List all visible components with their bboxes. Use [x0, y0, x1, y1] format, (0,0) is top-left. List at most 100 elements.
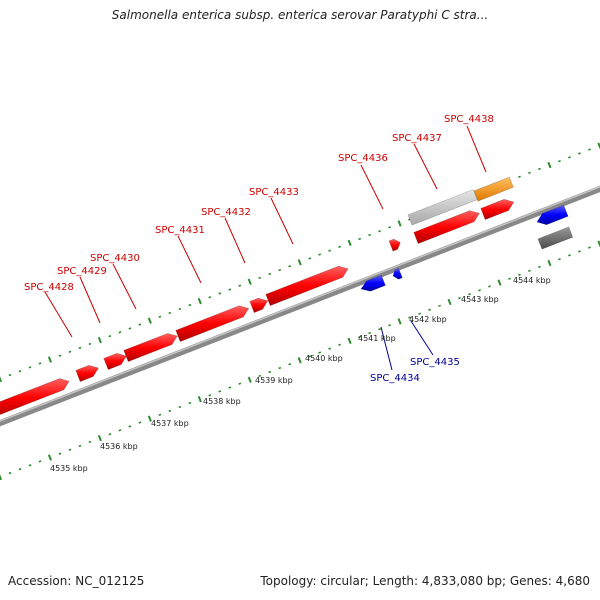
feature-box-spc-4438[interactable]: [473, 176, 514, 202]
gene-arrow-spc-4436[interactable]: [413, 210, 480, 244]
inner-minor-tick: [518, 273, 521, 276]
gene-label-spc-4432[interactable]: SPC_4432: [201, 207, 251, 218]
inner-minor-tick: [268, 370, 272, 374]
scale-label: 4542 kbp: [409, 315, 447, 324]
genome-summary-text: Topology: circular; Length: 4,833,080 bp…: [260, 574, 590, 588]
gene-arrow-spc-4429[interactable]: [75, 364, 99, 382]
inner-minor-tick: [208, 394, 212, 397]
inner-minor-tick: [38, 460, 42, 463]
scale-label: 4537 kbp: [151, 419, 189, 428]
inner-minor-tick: [278, 366, 282, 370]
scale-label: 4543 kbp: [461, 295, 499, 304]
inner-minor-tick: [8, 471, 12, 475]
outer-minor-tick: [518, 175, 521, 178]
gene-arrow-spc-4431[interactable]: [175, 305, 250, 342]
outer-minor-tick: [587, 148, 591, 151]
inner-minor-tick: [228, 386, 232, 389]
inner-minor-tick: [158, 413, 162, 416]
inner-minor-tick: [328, 347, 332, 350]
outer-minor-tick: [78, 346, 82, 350]
scale-label: 4535 kbp: [50, 464, 88, 473]
outer-minor-tick: [68, 350, 72, 353]
inner-minor-tick: [308, 355, 312, 358]
gene-arrow-spc-4432[interactable]: [249, 297, 269, 313]
gene-arrow-spc-4435[interactable]: [392, 268, 403, 280]
inner-minor-tick: [378, 328, 382, 331]
label-leader-line: [270, 197, 294, 245]
inner-minor-tick: [358, 335, 362, 339]
inner-minor-tick: [478, 289, 481, 292]
inner-minor-tick: [468, 293, 471, 296]
gene-arrow-right-blue[interactable]: [536, 204, 569, 226]
feature-box-dark-gray[interactable]: [537, 226, 574, 250]
outer-minor-tick: [128, 327, 132, 330]
inner-minor-tick: [288, 363, 292, 366]
outer-minor-tick: [578, 152, 581, 155]
gene-label-spc-4434[interactable]: SPC_4434: [370, 373, 420, 384]
gene-label-spc-4435[interactable]: SPC_4435: [410, 357, 460, 368]
gene-arrow-spc-4430[interactable]: [103, 352, 127, 370]
outer-minor-tick: [368, 233, 372, 237]
scale-label: 4538 kbp: [203, 397, 241, 406]
label-leader-line: [44, 291, 73, 338]
outer-minor-tick: [358, 237, 362, 241]
gene-arrow-spc-4428[interactable]: [0, 378, 70, 418]
gene-label-spc-4438[interactable]: SPC_4438: [444, 114, 494, 125]
gene-label-spc-4433[interactable]: SPC_4433: [249, 187, 299, 198]
inner-minor-tick: [28, 464, 32, 467]
inner-minor-tick: [68, 448, 72, 451]
gene-label-spc-4430[interactable]: SPC_4430: [90, 253, 140, 264]
outer-minor-tick: [88, 342, 92, 346]
outer-minor-tick: [568, 156, 571, 159]
gene-arrow-spc-4433[interactable]: [265, 265, 349, 306]
scale-label: 4536 kbp: [100, 442, 138, 451]
inner-minor-tick: [238, 382, 242, 385]
inner-major-tick: [397, 318, 402, 325]
outer-minor-tick: [408, 218, 411, 221]
inner-minor-tick: [258, 374, 262, 378]
gene-label-spc-4428[interactable]: SPC_4428: [24, 282, 74, 293]
outer-minor-tick: [258, 276, 262, 280]
outer-minor-tick: [28, 366, 32, 369]
inner-minor-tick: [368, 331, 372, 335]
inner-minor-tick: [458, 296, 461, 300]
inner-minor-tick: [118, 429, 122, 432]
inner-minor-tick: [508, 277, 511, 280]
outer-major-tick: [97, 336, 102, 344]
outer-minor-tick: [8, 373, 12, 377]
outer-minor-tick: [378, 230, 382, 233]
outer-minor-tick: [208, 296, 212, 299]
inner-minor-tick: [108, 433, 112, 436]
scale-label-group: 4535 kbp 4536 kbp 4537 kbp 4538 kbp 4539…: [50, 276, 551, 473]
gene-arrow-spc-4437b[interactable]: [480, 198, 515, 220]
gene-label-spc-4437[interactable]: SPC_4437: [392, 133, 442, 144]
gene-label-spc-4429[interactable]: SPC_4429: [57, 266, 107, 277]
outer-minor-tick: [228, 288, 232, 291]
outer-minor-tick: [528, 171, 531, 175]
scale-label: 4540 kbp: [305, 354, 343, 363]
outer-major-tick: [47, 356, 52, 363]
outer-major-tick: [547, 161, 552, 169]
feature-track: [0, 176, 574, 418]
inner-major-tick: [547, 259, 552, 267]
gene-arrow-spc-4436-small[interactable]: [388, 238, 401, 252]
gene-label-spc-4431[interactable]: SPC_4431: [155, 225, 205, 236]
outer-minor-tick: [278, 268, 282, 272]
scale-label: 4539 kbp: [255, 376, 293, 385]
inner-minor-tick: [78, 444, 82, 448]
outer-major-tick: [297, 259, 302, 266]
inner-minor-tick: [587, 246, 591, 249]
outer-major-tick: [247, 278, 252, 285]
gene-arrow-spc-4431a[interactable]: [123, 333, 178, 362]
gene-arrow-spc-4434[interactable]: [360, 274, 386, 292]
gene-label-spc-4436[interactable]: SPC_4436: [338, 153, 388, 164]
outer-minor-tick: [238, 284, 242, 287]
scale-label: 4541 kbp: [358, 334, 396, 343]
inner-major-tick: [497, 279, 502, 286]
outer-minor-tick: [538, 167, 541, 171]
inner-major-tick: [247, 376, 252, 383]
feature-box-spc-4437[interactable]: [407, 189, 478, 226]
inner-major-tick: [0, 474, 3, 481]
map-title: Salmonella enterica subsp. enterica sero…: [111, 8, 489, 22]
label-leader-line: [224, 217, 246, 264]
